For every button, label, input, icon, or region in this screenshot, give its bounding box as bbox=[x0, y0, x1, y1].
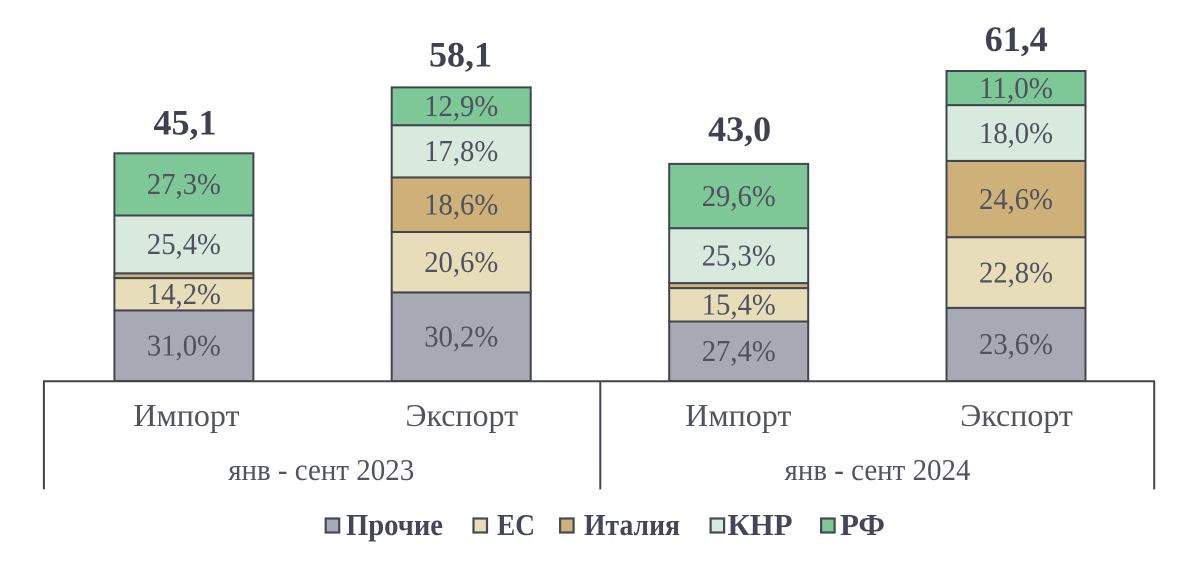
svg-text:25,3%: 25,3% bbox=[702, 237, 776, 272]
svg-text:29,6%: 29,6% bbox=[702, 178, 776, 213]
svg-text:27,4%: 27,4% bbox=[702, 333, 776, 368]
svg-text:янв - сент 2023: янв - сент 2023 bbox=[228, 452, 414, 487]
svg-text:43,0: 43,0 bbox=[708, 109, 771, 149]
svg-text:11,0%: 11,0% bbox=[979, 70, 1053, 105]
svg-text:РФ: РФ bbox=[840, 507, 885, 542]
svg-text:58,1: 58,1 bbox=[429, 35, 492, 75]
svg-text:17,8%: 17,8% bbox=[424, 133, 498, 168]
svg-text:Импорт: Импорт bbox=[133, 397, 239, 433]
svg-text:20,6%: 20,6% bbox=[424, 244, 498, 279]
svg-text:27,3%: 27,3% bbox=[147, 166, 221, 201]
svg-text:Экспорт: Экспорт bbox=[960, 397, 1073, 433]
svg-text:14,2%: 14,2% bbox=[147, 276, 221, 311]
svg-text:янв - сент 2024: янв - сент 2024 bbox=[785, 452, 971, 487]
svg-text:45,1: 45,1 bbox=[154, 103, 217, 143]
svg-text:15,4%: 15,4% bbox=[702, 287, 776, 322]
svg-text:25,4%: 25,4% bbox=[147, 226, 221, 261]
svg-text:30,2%: 30,2% bbox=[424, 319, 498, 354]
svg-text:КНР: КНР bbox=[728, 507, 793, 542]
svg-text:22,8%: 22,8% bbox=[979, 254, 1053, 289]
svg-text:Прочие: Прочие bbox=[346, 507, 443, 542]
svg-text:23,6%: 23,6% bbox=[979, 326, 1053, 361]
svg-text:31,0%: 31,0% bbox=[147, 328, 221, 363]
svg-text:Италия: Италия bbox=[584, 507, 680, 542]
svg-text:12,9%: 12,9% bbox=[424, 88, 498, 123]
svg-text:ЕС: ЕС bbox=[497, 507, 535, 542]
svg-text:Экспорт: Экспорт bbox=[405, 397, 518, 433]
svg-text:18,6%: 18,6% bbox=[424, 187, 498, 222]
svg-text:24,6%: 24,6% bbox=[979, 181, 1053, 216]
svg-text:18,0%: 18,0% bbox=[979, 115, 1053, 150]
svg-text:Импорт: Импорт bbox=[685, 397, 791, 433]
svg-text:61,4: 61,4 bbox=[985, 19, 1048, 59]
